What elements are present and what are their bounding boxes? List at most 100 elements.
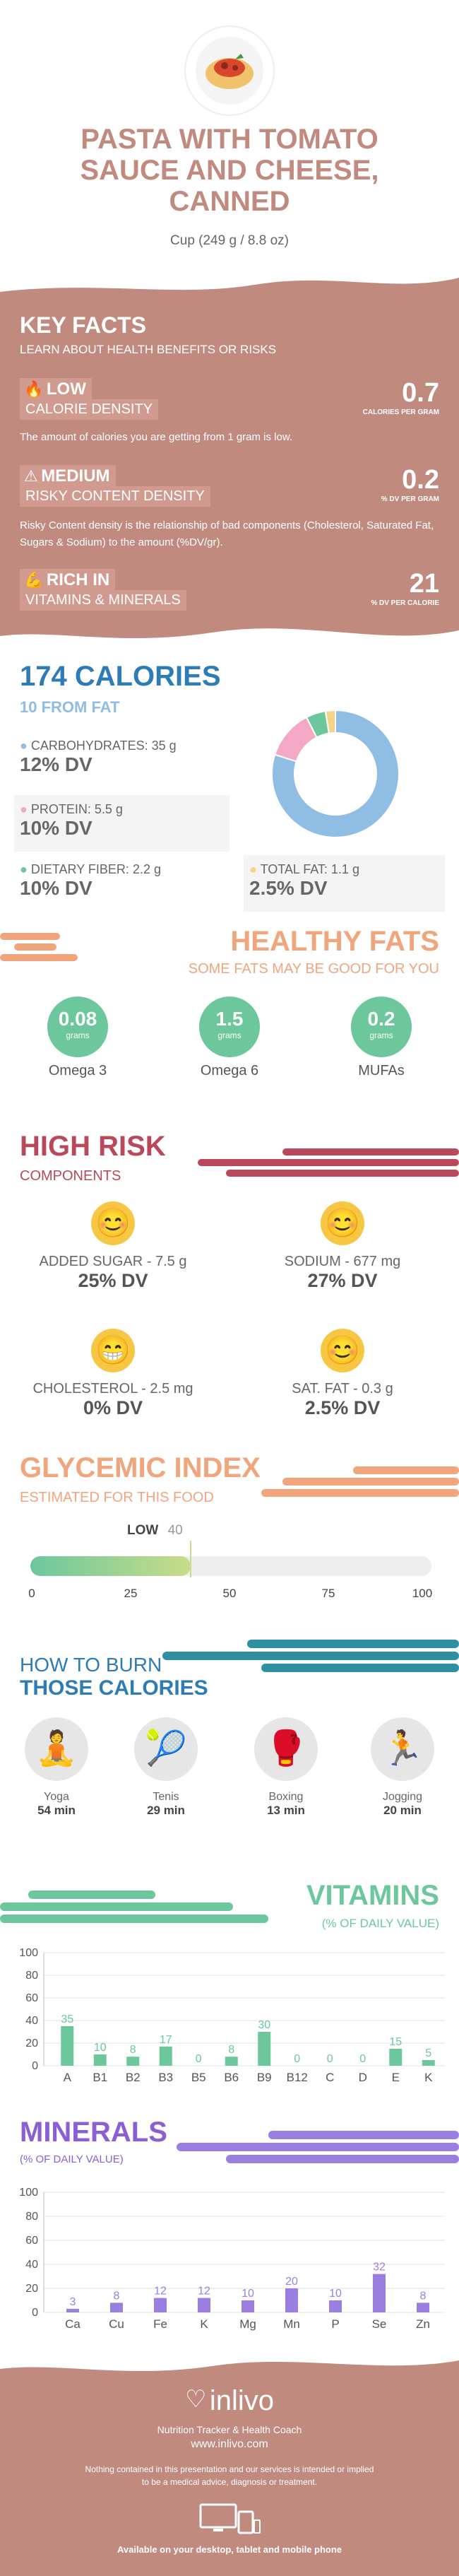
key-facts-section: KEY FACTS LEARN ABOUT HEALTH BENEFITS OR… [0,265,459,650]
risky-content-description: Risky Content density is the relationshi… [20,519,434,548]
donut-slice-carbohydrates [271,709,400,838]
risk-dv: 0% DV [83,1397,143,1418]
bar-value-label: 10 [94,2042,107,2054]
pasta-plate-icon [186,27,273,114]
bar-B6 [225,2057,238,2066]
risk-label: ADDED SUGAR - 7.5 g [39,1254,187,1269]
healthy-fat-badge: 0.2 grams [351,996,412,1057]
minerals-title: MINERALS [20,2117,167,2148]
donut-slice-total-fat [324,709,336,734]
calories-from-fat: 10 FROM FAT [20,698,120,716]
warning-icon: ⚠ [24,467,38,485]
y-tick-label: 80 [25,1970,38,1982]
burn-title-line-2: THOSE CALORIES [20,1676,208,1700]
calories-title: 174 CALORIES [20,661,221,692]
healthy-fat-value: 1.5 [215,1008,244,1030]
burn-title-line-1: HOW TO BURN [20,1654,162,1676]
bar-Mn [285,2288,298,2312]
x-tick-label: B12 [287,2071,308,2084]
x-tick-label: Cu [109,2317,124,2331]
decorative-bars [162,1640,459,1672]
bar-Se [373,2274,386,2312]
vitamins-bar-chart: 0 20 40 60 80 100 35 A 10 B1 8 B2 17 B3 0 B5 8 B6 30 B9 0 B12… [19,1947,445,2084]
bar-Cu [110,2302,123,2312]
x-tick-label: K [424,2071,433,2084]
x-tick-label: Mg [239,2317,256,2331]
x-tick-label: P [331,2317,339,2331]
glycemic-tick-label: 25 [124,1587,138,1600]
x-tick-label: Mn [283,2317,300,2331]
risk-item: 😊 ADDED SUGAR - 7.5 g 25% DV [7,1201,219,1292]
healthy-fat-value: 0.2 [367,1008,395,1030]
healthy-fat-label: Omega 6 [200,1063,259,1078]
wave-divider [0,2353,459,2371]
glycemic-track [30,1556,431,1576]
bar-E [389,2049,403,2066]
smiley-face-icon: 😁 [91,1329,135,1372]
macronutrient-donut-chart [271,709,400,838]
burn-calories-section: HOW TO BURN THOSE CALORIES 🧘 Yoga 54 min 🎾 T… [0,1611,459,1873]
fiber-dot: ● [20,862,28,876]
decorative-bars [0,1890,268,1923]
rich-in-tag: RICH IN [46,570,110,589]
glycemic-marker [190,1541,192,1577]
protein-dv: 10% DV [20,817,93,839]
bar-value-label: 8 [130,2044,136,2056]
x-tick-label: Fe [153,2317,167,2331]
availability-note: Available on your desktop, tablet and mo… [117,2544,342,2555]
medium-tag: MEDIUM [41,466,110,486]
activity-item: 🏃 Jogging 20 min [353,1717,452,1818]
activity-time: 20 min [383,1804,422,1817]
calories-section: 174 CALORIES 10 FROM FAT ● CARBOHYDRATES… [0,650,459,919]
x-tick-label: B2 [126,2071,141,2084]
glycemic-index-section: GLYCEMIC INDEX ESTIMATED FOR THIS FOOD L… [0,1435,459,1611]
x-tick-label: C [326,2071,334,2084]
bar-B2 [126,2057,140,2066]
calorie-density-value: 0.7 [402,378,439,408]
smiley-face-icon: 😊 [91,1201,135,1245]
y-tick-label: 40 [25,2259,38,2271]
bar-value-label: 15 [389,2036,402,2048]
x-tick-label: A [64,2071,72,2084]
y-tick-label: 40 [25,2015,38,2027]
y-tick-label: 20 [25,2037,38,2049]
rich-in-value: 21 [409,569,439,599]
fat-label: TOTAL FAT: 1.1 g [260,862,359,876]
brand-name: inlivo [209,2385,275,2416]
minerals-bar-chart: 0 20 40 60 80 100 3 Ca 8 Cu 12 Fe 12 K 10 Mg 20 Mn 10 P 32 Se… [19,2187,445,2331]
devices-icon [0,2502,459,2539]
low-tag: LOW [46,380,86,399]
x-tick-label: K [200,2317,208,2331]
bar-value-label: 10 [242,2288,254,2300]
glycemic-subtitle: ESTIMATED FOR THIS FOOD [20,1490,214,1505]
disclaimer-line-2: to be a medical advice, diagnosis or tre… [141,2477,318,2487]
food-title-line-2: SAUCE AND CHEESE, [80,155,379,186]
wave-divider-bottom [0,628,459,650]
glycemic-tick-label: 50 [222,1587,237,1600]
healthy-fat-unit: grams [369,1030,393,1040]
x-tick-label: B5 [191,2071,206,2084]
protein-label: PROTEIN: 5.5 g [30,802,123,816]
healthy-fat-unit: grams [217,1030,242,1040]
bar-value-label: 32 [373,2262,386,2274]
x-tick-label: Zn [416,2317,430,2331]
bar-B9 [258,2032,271,2066]
glycemic-value: 40 [167,1523,183,1538]
carbs-dot: ● [20,739,28,753]
activity-tenis-icon: 🎾 [134,1717,198,1781]
risk-dv: 27% DV [307,1270,378,1291]
healthy-fat-item: 0.2 grams MUFAs [339,996,424,1079]
decorative-bars [0,933,78,961]
vitamins-subtitle: (% OF DAILY VALUE) [321,1917,439,1930]
healthy-fats-title: HEALTHY FATS [230,926,439,957]
vitamins-title: VITAMINS [306,1880,439,1911]
x-tick-label: B1 [93,2071,107,2084]
key-facts-title: KEY FACTS [20,312,146,338]
glycemic-level: LOW [127,1523,159,1538]
calorie-density-unit: CALORIES PER GRAM [362,408,439,416]
activity-item: 🧘 Yoga 54 min [7,1717,106,1818]
website-link[interactable]: www.inlivo.com [191,2438,268,2450]
y-tick-label: 0 [32,2060,38,2072]
x-tick-label: Ca [65,2317,81,2331]
x-tick-label: Se [372,2317,387,2331]
